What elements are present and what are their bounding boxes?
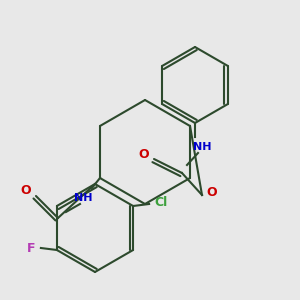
Text: O: O (207, 187, 217, 200)
Text: O: O (21, 184, 31, 197)
Text: F: F (27, 242, 35, 254)
Text: Cl: Cl (154, 196, 168, 209)
Text: NH: NH (193, 142, 211, 152)
Text: O: O (139, 148, 149, 161)
Text: NH: NH (74, 193, 92, 203)
